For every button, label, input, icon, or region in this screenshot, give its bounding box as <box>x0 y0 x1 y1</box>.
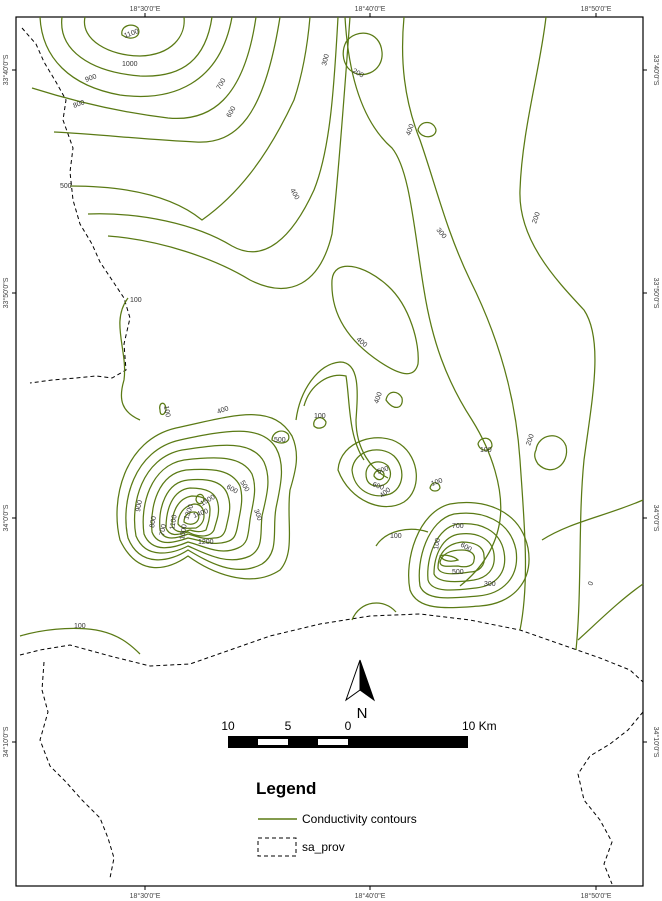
contour-label: 600 <box>226 105 238 119</box>
map-frame <box>15 16 644 887</box>
contour-label: 100 <box>74 623 86 630</box>
north-arrow-label: N <box>357 705 368 722</box>
scale-bar: 10 5 0 10 Km <box>221 719 497 748</box>
contour-label: 500 <box>274 437 286 444</box>
graticule-ticks <box>12 13 647 890</box>
contour-label: 100 <box>390 533 402 540</box>
north-arrow: N <box>345 659 375 722</box>
contour-label: 100 <box>162 405 171 418</box>
contour-lines <box>19 16 644 655</box>
right-tick-label: 33°50'0"S <box>652 278 660 309</box>
contour-label: 300 <box>252 508 263 521</box>
contour-label: 400 <box>288 188 300 202</box>
bottom-tick-label: 18°30'0"E <box>130 892 161 900</box>
contour-label: 100 <box>480 447 492 454</box>
contour-label: 900 <box>84 73 97 84</box>
top-tick-label: 18°30'0"E <box>130 5 161 13</box>
contour-label: 100 <box>130 297 142 304</box>
bottom-tick-label: 18°40'0"E <box>355 892 386 900</box>
contour-label: 1000 <box>122 61 138 68</box>
graticule-labels: 18°30'0"E 18°40'0"E 18°50'0"E 18°30'0"E … <box>2 5 660 900</box>
scale-label: 10 Km <box>462 719 497 733</box>
contour-label: 400 <box>405 123 416 136</box>
contour-label: 0 <box>587 581 595 587</box>
contour-label: 600 <box>371 481 384 492</box>
scale-label: 5 <box>285 719 292 733</box>
contour-label: 400 <box>216 405 229 416</box>
contour-label: 600 <box>225 484 239 496</box>
right-tick-label: 33°40'0"S <box>652 55 660 86</box>
contour-label: 200 <box>531 211 542 224</box>
north-arrow-icon <box>345 659 361 702</box>
contour-label: 500 <box>452 569 464 576</box>
contour-label: 100 <box>314 413 326 420</box>
contour-label: 500 <box>376 465 389 476</box>
contour-label: 100 <box>433 538 442 551</box>
top-tick-label: 18°40'0"E <box>355 5 386 13</box>
contour-label: 900 <box>135 500 144 513</box>
bottom-tick-label: 18°50'0"E <box>581 892 612 900</box>
top-tick-label: 18°50'0"E <box>581 5 612 13</box>
contour-label: 1300 <box>183 504 195 521</box>
contour-label: 1200 <box>198 539 214 546</box>
contour-label: 600 <box>459 542 473 554</box>
contour-label: 300 <box>484 581 496 588</box>
contour-label: 1100 <box>169 514 179 530</box>
left-tick-label: 33°50'0"S <box>2 277 10 308</box>
contour-label: 700 <box>452 523 464 530</box>
contour-label: 800 <box>72 99 85 110</box>
contour-label: 300 <box>434 227 447 241</box>
legend-boundary-symbol <box>257 837 297 857</box>
contour-label: 700 <box>159 524 168 537</box>
contour-label: 1500 <box>200 494 217 508</box>
contour-label: 800 <box>149 516 158 529</box>
legend-title: Legend <box>256 779 316 798</box>
contour-label: 300 <box>321 53 331 66</box>
contour-label: 100 <box>430 477 443 488</box>
left-tick-label: 33°40'0"S <box>2 54 10 85</box>
legend: Legend Conductivity contours sa_prov <box>256 779 417 857</box>
scale-label: 0 <box>345 719 352 733</box>
contour-label: 1000 <box>179 524 189 541</box>
contour-labels: 1100 1000 900 800 700 600 500 300 200 40… <box>60 28 595 630</box>
province-boundary <box>19 27 644 885</box>
left-tick-label: 34°0'0"S <box>2 504 10 531</box>
right-tick-label: 34°0'0"S <box>652 505 660 532</box>
scale-label: 10 <box>221 719 235 733</box>
contour-label: 500 <box>60 183 72 190</box>
left-tick-label: 34°10'0"S <box>2 726 10 757</box>
contour-label: 400 <box>373 391 384 404</box>
contour-label: 700 <box>216 77 228 91</box>
contour-label: 200 <box>525 433 536 446</box>
contour-label: 400 <box>355 336 369 349</box>
contour-label: 200 <box>351 68 365 80</box>
legend-item-label: Conductivity contours <box>302 812 417 826</box>
contour-label: 1400 <box>192 508 209 520</box>
contour-label: 1100 <box>123 28 140 40</box>
contour-label: 500 <box>238 480 250 494</box>
right-tick-label: 34°10'0"S <box>652 727 660 758</box>
legend-item-label: sa_prov <box>302 840 345 854</box>
